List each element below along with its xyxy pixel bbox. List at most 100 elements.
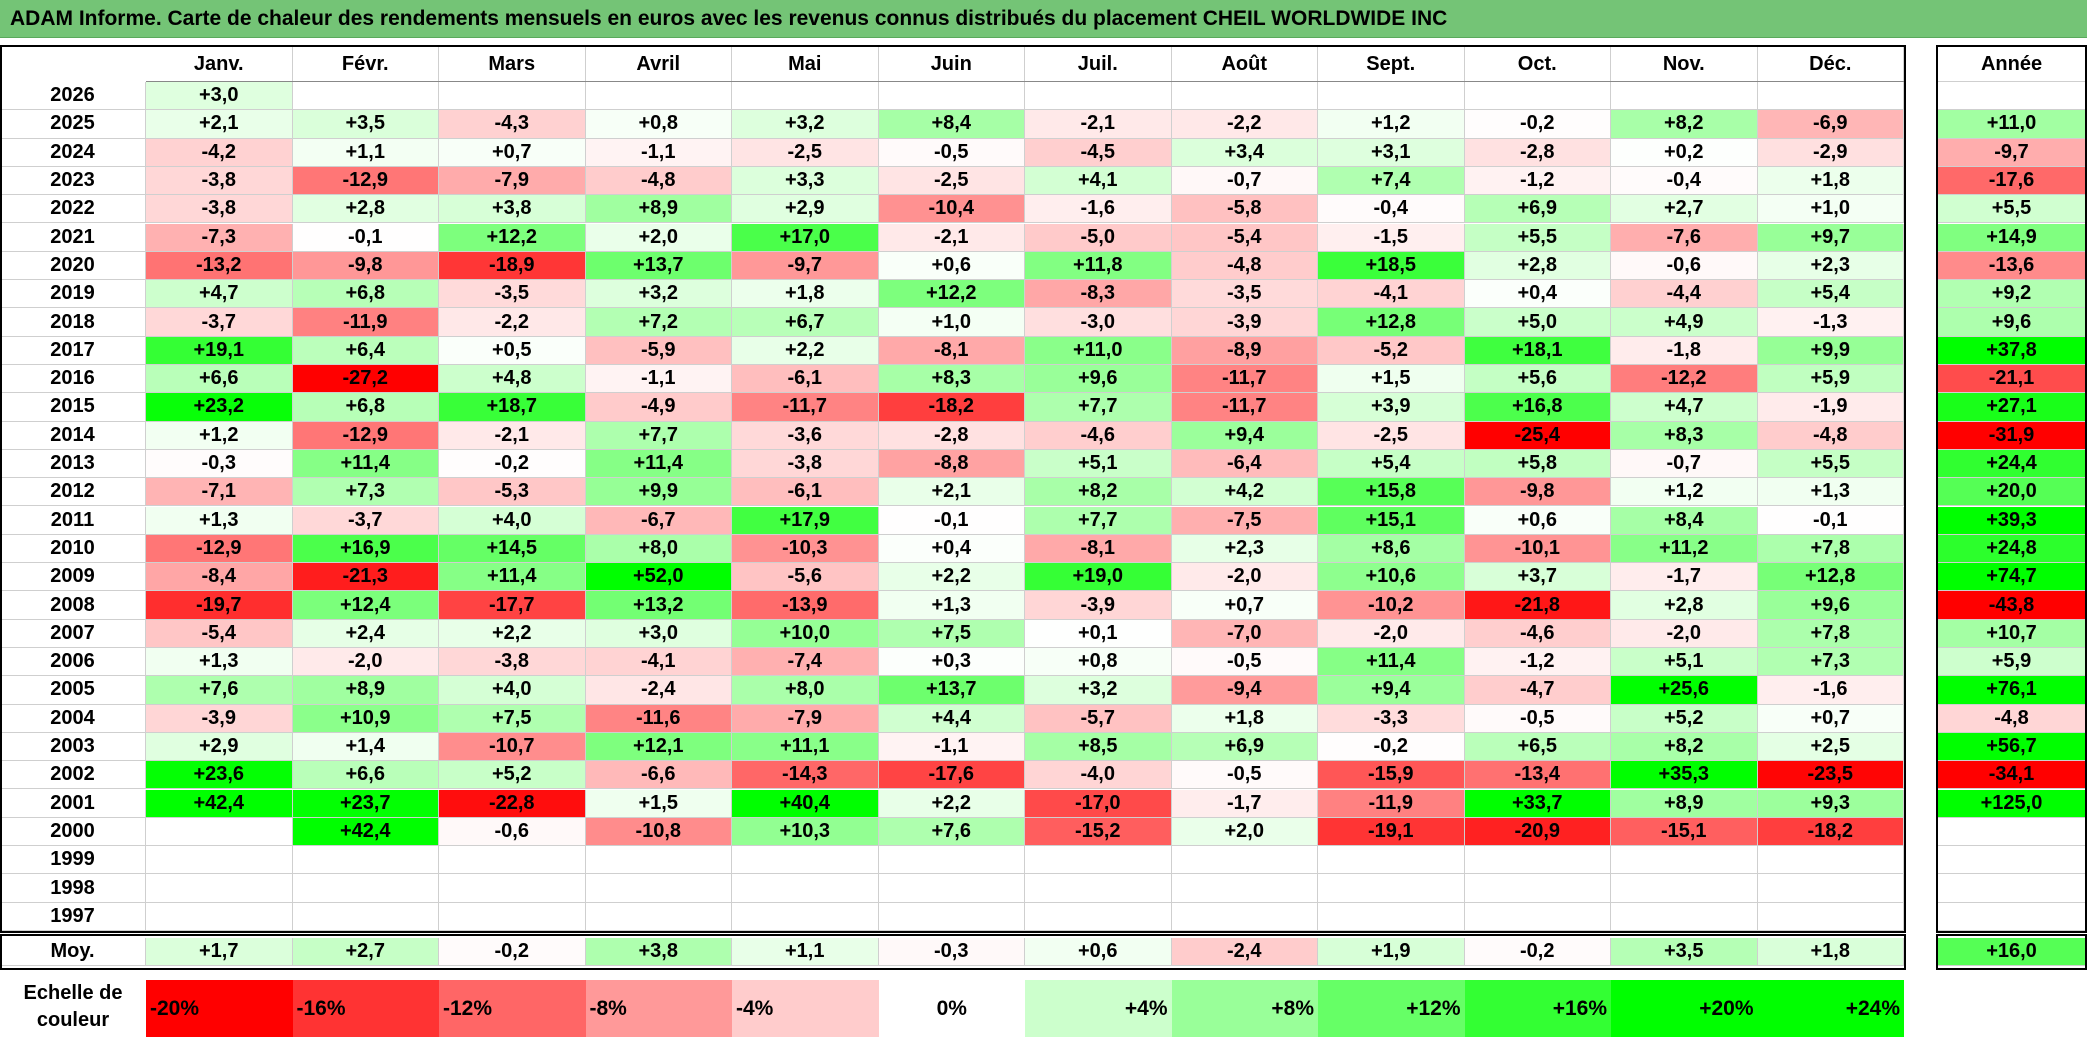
- heatmap-cell: +9,3: [1757, 789, 1904, 818]
- heatmap-cell: +12,1: [585, 732, 732, 762]
- heatmap-cell: +2,9: [732, 195, 879, 224]
- heatmap-cell: +5,9: [1757, 365, 1904, 394]
- heatmap-cell: +2,1: [878, 478, 1025, 507]
- annual-cell: +74,7: [1938, 563, 2086, 592]
- heatmap-cell: -4,6: [1464, 619, 1611, 648]
- row-year-label: 2013: [0, 449, 146, 479]
- heatmap-cell: [1318, 902, 1465, 931]
- color-scale-step: -8%: [585, 980, 732, 1037]
- heatmap-cell: +0,8: [585, 110, 732, 139]
- heatmap-cell: +8,9: [292, 676, 439, 705]
- row-year-label: 2021: [0, 223, 146, 252]
- heatmap-cell: -2,8: [878, 421, 1025, 450]
- heatmap-cell: -7,9: [439, 166, 586, 196]
- heatmap-cell: +1,8: [1171, 704, 1318, 733]
- heatmap-cell: +14,5: [439, 534, 586, 564]
- heatmap-cell: +7,3: [1757, 648, 1904, 677]
- heatmap-cell: +2,8: [292, 195, 439, 224]
- heatmap-cell: -4,9: [585, 393, 732, 422]
- heatmap-cell: -0,5: [1464, 704, 1611, 733]
- month-header: Mai: [732, 47, 879, 82]
- heatmap-cell: +4,9: [1611, 308, 1758, 337]
- heatmap-cell: -12,9: [292, 166, 439, 196]
- heatmap-cell: +5,2: [1611, 704, 1758, 733]
- heatmap-cell: -5,6: [732, 563, 879, 592]
- month-header: Juil.: [1025, 47, 1172, 82]
- heatmap-cell: -2,0: [292, 648, 439, 677]
- heatmap-cell: +2,0: [585, 223, 732, 252]
- annual-cell: +14,9: [1938, 223, 2086, 252]
- heatmap-cell: +5,1: [1611, 648, 1758, 677]
- heatmap-cell: +2,2: [732, 336, 879, 365]
- average-cell: -0,2: [1464, 938, 1611, 966]
- heatmap-cell: +1,8: [732, 280, 879, 309]
- heatmap-cell: +8,0: [732, 676, 879, 705]
- heatmap-cell: [1318, 874, 1465, 903]
- heatmap-cell: +17,9: [732, 506, 879, 535]
- heatmap-cell: -4,8: [1757, 421, 1904, 450]
- heatmap-cell: +7,4: [1318, 166, 1465, 196]
- heatmap-cell: [1318, 82, 1465, 111]
- heatmap-cell: +1,5: [1318, 365, 1465, 394]
- heatmap-cell: -1,7: [1171, 789, 1318, 818]
- heatmap-cell: -11,9: [292, 308, 439, 337]
- heatmap-cell: +8,2: [1611, 732, 1758, 762]
- heatmap-cell: -1,1: [585, 138, 732, 167]
- heatmap-cell: -6,9: [1757, 110, 1904, 139]
- heatmap-cell: +10,9: [292, 704, 439, 733]
- heatmap-cell: -6,1: [732, 365, 879, 394]
- heatmap-cell: -0,4: [1611, 166, 1758, 196]
- heatmap-cell: [439, 82, 586, 111]
- heatmap-cell: -11,9: [1318, 789, 1465, 818]
- row-year-label: 1998: [0, 874, 146, 903]
- heatmap-cell: +3,1: [1318, 138, 1465, 167]
- heatmap-cell: -2,0: [1171, 563, 1318, 592]
- heatmap-cell: -18,9: [439, 251, 586, 281]
- heatmap-cell: [1611, 82, 1758, 111]
- heatmap-cell: -10,4: [878, 195, 1025, 224]
- heatmap-cell: [439, 874, 586, 903]
- annual-cell: +20,0: [1938, 478, 2086, 507]
- row-year-label: 2022: [0, 195, 146, 224]
- heatmap-cell: +9,4: [1318, 676, 1465, 705]
- heatmap-cell: -0,5: [1171, 648, 1318, 677]
- heatmap-cell: +8,4: [1611, 506, 1758, 535]
- heatmap-cell: -2,8: [1464, 138, 1611, 167]
- heatmap-cell: +15,1: [1318, 506, 1465, 535]
- heatmap-cell: [1464, 82, 1611, 111]
- heatmap-cell: -4,1: [585, 648, 732, 677]
- heatmap-cell: -17,6: [878, 761, 1025, 790]
- heatmap-cell: -18,2: [878, 393, 1025, 422]
- annual-cell: -34,1: [1938, 761, 2086, 790]
- heatmap-cell: +3,0: [585, 619, 732, 648]
- heatmap-cell: [1464, 846, 1611, 875]
- heatmap-cell: -1,5: [1318, 223, 1465, 252]
- heatmap-cell: +12,8: [1318, 308, 1465, 337]
- annual-cell: +24,8: [1938, 534, 2086, 564]
- heatmap-cell: -10,7: [439, 732, 586, 762]
- heatmap-cell: -2,2: [439, 308, 586, 337]
- heatmap-cell: +10,3: [732, 817, 879, 847]
- heatmap-cell: -2,5: [878, 166, 1025, 196]
- heatmap-cell: [1171, 82, 1318, 111]
- heatmap-cell: +7,5: [439, 704, 586, 733]
- heatmap-cell: [1318, 846, 1465, 875]
- heatmap-cell: [1464, 902, 1611, 931]
- heatmap-cell: [732, 846, 879, 875]
- heatmap-cell: -5,9: [585, 336, 732, 365]
- heatmap-cell: +3,7: [1464, 563, 1611, 592]
- heatmap-cell: +6,9: [1171, 732, 1318, 762]
- heatmap-cell: [1171, 902, 1318, 931]
- heatmap-cell: -3,5: [1171, 280, 1318, 309]
- annual-cell: +27,1: [1938, 393, 2086, 422]
- month-header: Mars: [439, 47, 586, 82]
- heatmap-cell: +11,0: [1025, 336, 1172, 365]
- heatmap-cell: +2,7: [1611, 195, 1758, 224]
- heatmap-cell: [1171, 846, 1318, 875]
- heatmap-cell: [732, 902, 879, 931]
- heatmap-cell: +5,1: [1025, 449, 1172, 479]
- heatmap-cell: +1,1: [292, 138, 439, 167]
- heatmap-cell: -11,6: [585, 704, 732, 733]
- color-scale-step: -12%: [439, 980, 586, 1037]
- row-year-label: 2004: [0, 704, 146, 733]
